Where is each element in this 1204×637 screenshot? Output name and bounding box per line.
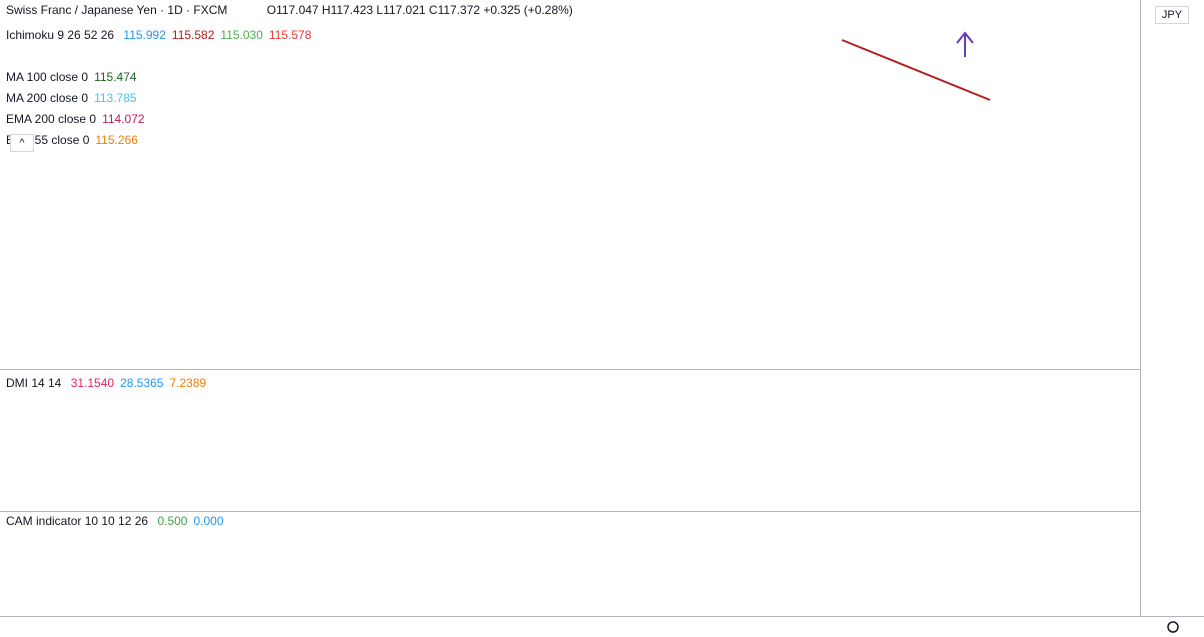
legend-value: 115.582 <box>171 28 215 42</box>
legend-value: 115.030 <box>220 28 263 42</box>
legend-value: 114.072 <box>102 112 145 126</box>
indicator-name: CAM indicator 10 10 12 26 <box>6 514 149 528</box>
legend-row: CAM indicator 10 10 12 26 0.500 0.000 <box>6 514 230 528</box>
legend-value: 28.5365 <box>120 376 164 390</box>
legend-row: MA 200 close 0 113.785 <box>6 91 143 105</box>
legend-value: 113.785 <box>94 91 137 105</box>
legend-value: 31.1540 <box>70 376 115 390</box>
currency-button[interactable]: JPY <box>1155 6 1189 24</box>
legend-row: DMI 14 14 31.1540 28.5365 7.2389 <box>6 376 212 390</box>
legend-value: 115.992 <box>123 28 166 42</box>
legend-row: EMA 200 close 0 114.072 <box>6 112 151 126</box>
legend-value: 115.474 <box>94 70 137 84</box>
legend-name: MA 100 close 0 <box>6 70 89 84</box>
ohlc: O117.047 H117.423 L117.021 C117.372 +0.3… <box>266 3 573 17</box>
legend-row: Ichimoku 9 26 52 26 115.992 115.582 115.03… <box>6 28 317 42</box>
legend-name: MA 200 close 0 <box>6 91 89 105</box>
collapse-button[interactable]: ^ <box>10 134 34 152</box>
indicator-name: Ichimoku 9 26 52 26 <box>6 28 115 42</box>
legend-value: 7.2389 <box>169 376 207 390</box>
symbol-title: Swiss Franc / Japanese Yen · 1D · FXCM <box>6 3 228 17</box>
legend-row: MA 100 close 0 115.474 <box>6 70 143 84</box>
legend-value: 115.266 <box>95 133 138 147</box>
trend-line <box>841 39 991 101</box>
legend-value: 0.000 <box>193 514 224 528</box>
legend-name: EMA 200 close 0 <box>6 112 97 126</box>
indicator-name: DMI 14 14 <box>6 376 62 390</box>
settings-icon[interactable] <box>1167 621 1179 633</box>
legend-value: 115.578 <box>268 28 312 42</box>
legend-value: 0.500 <box>157 514 188 528</box>
legend-row: Swiss Franc / Japanese Yen · 1D · FXCM O… <box>6 3 579 17</box>
arrow-head <box>956 31 974 44</box>
